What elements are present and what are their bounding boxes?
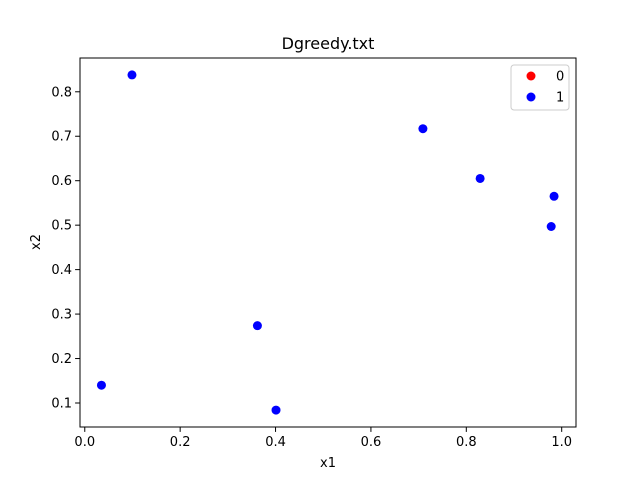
legend-marker	[526, 71, 536, 81]
chart-title: Dgreedy.txt	[282, 34, 375, 53]
y-tick-label: 0.8	[51, 85, 72, 100]
data-point-series-1	[271, 405, 281, 415]
y-tick-label: 0.7	[51, 130, 72, 145]
legend-label: 0	[556, 70, 564, 85]
legend-box	[510, 64, 570, 111]
legend-marker	[526, 92, 536, 102]
legend: 01	[510, 64, 570, 111]
plot-frame	[79, 57, 577, 428]
x-tick-label: 1.0	[551, 435, 572, 450]
x-tick-label: 0.6	[361, 435, 382, 450]
plot-axes: 0.0 0.2 0.4 0.6 0.8 1.0 0.1 0.2 0.3 0.4 0.5 0.6 0.7 0…	[51, 57, 577, 450]
data-point-series-1	[546, 221, 556, 231]
x-tick-label: 0.4	[265, 435, 286, 450]
data-point-series-1	[549, 191, 559, 201]
legend-label: 1	[556, 91, 564, 106]
y-axis-label: x2	[29, 234, 44, 250]
y-tick-label: 0.1	[51, 396, 72, 411]
x-axis-label: x1	[320, 456, 336, 471]
y-tick-label: 0.2	[51, 352, 72, 367]
data-point-series-1	[252, 321, 262, 331]
y-tick-label: 0.5	[51, 219, 72, 234]
y-tick-label: 0.6	[51, 174, 72, 189]
x-tick-label: 0.8	[456, 435, 477, 450]
data-point-series-1	[418, 124, 428, 134]
x-tick-label: 0.0	[74, 435, 95, 450]
data-point-series-1	[96, 380, 106, 390]
y-tick-label: 0.3	[51, 308, 72, 323]
x-tick-label: 0.2	[170, 435, 191, 450]
data-point-series-1	[127, 70, 137, 80]
data-point-series-1	[475, 173, 485, 183]
y-tick-label: 0.4	[51, 263, 72, 278]
